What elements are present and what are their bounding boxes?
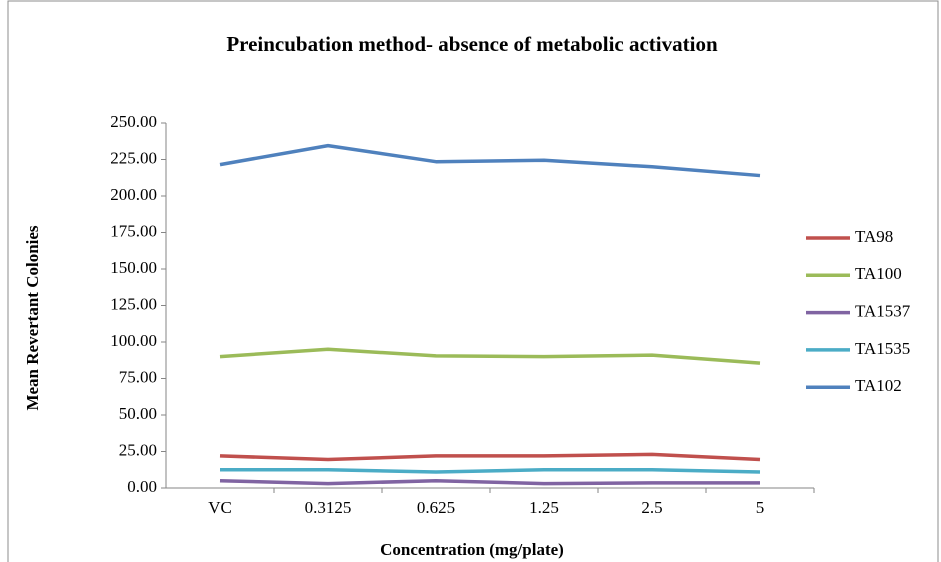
y-axis-label: Mean Revertant Colonies [23, 225, 42, 410]
series-line [219, 452, 761, 462]
legend-label: TA1535 [855, 339, 910, 358]
y-tick-label: 225.00 [110, 148, 157, 167]
y-tick-label: 0.00 [127, 477, 157, 496]
x-tick-label: VC [208, 498, 232, 517]
y-tick-label: 200.00 [110, 185, 157, 204]
chart-title: Preincubation method- absence of metabol… [226, 32, 718, 56]
x-tick-label: 0.3125 [305, 498, 352, 517]
series-line [220, 468, 761, 474]
y-tick-label: 75.00 [119, 367, 157, 386]
x-tick-label: 2.5 [641, 498, 662, 517]
series-line [219, 347, 761, 365]
y-tick-label: 50.00 [119, 404, 157, 423]
legend-label: TA98 [855, 227, 893, 246]
x-axis-label: Concentration (mg/plate) [380, 540, 564, 559]
y-tick-label: 175.00 [110, 221, 157, 240]
y-tick-label: 250.00 [110, 112, 157, 131]
x-tick-label: 1.25 [529, 498, 559, 517]
y-tick-label: 150.00 [110, 258, 157, 277]
series-line [219, 478, 760, 486]
legend-label: TA100 [855, 264, 902, 283]
legend-label: TA102 [855, 376, 902, 395]
x-tick-label: 0.625 [417, 498, 455, 517]
series-line [219, 143, 761, 178]
legend-label: TA1537 [855, 302, 911, 321]
chart-frame [7, 0, 939, 562]
y-tick-label: 25.00 [119, 440, 157, 459]
y-tick-label: 100.00 [110, 331, 157, 350]
x-tick-label: 5 [756, 498, 765, 517]
y-tick-label: 125.00 [110, 294, 157, 313]
